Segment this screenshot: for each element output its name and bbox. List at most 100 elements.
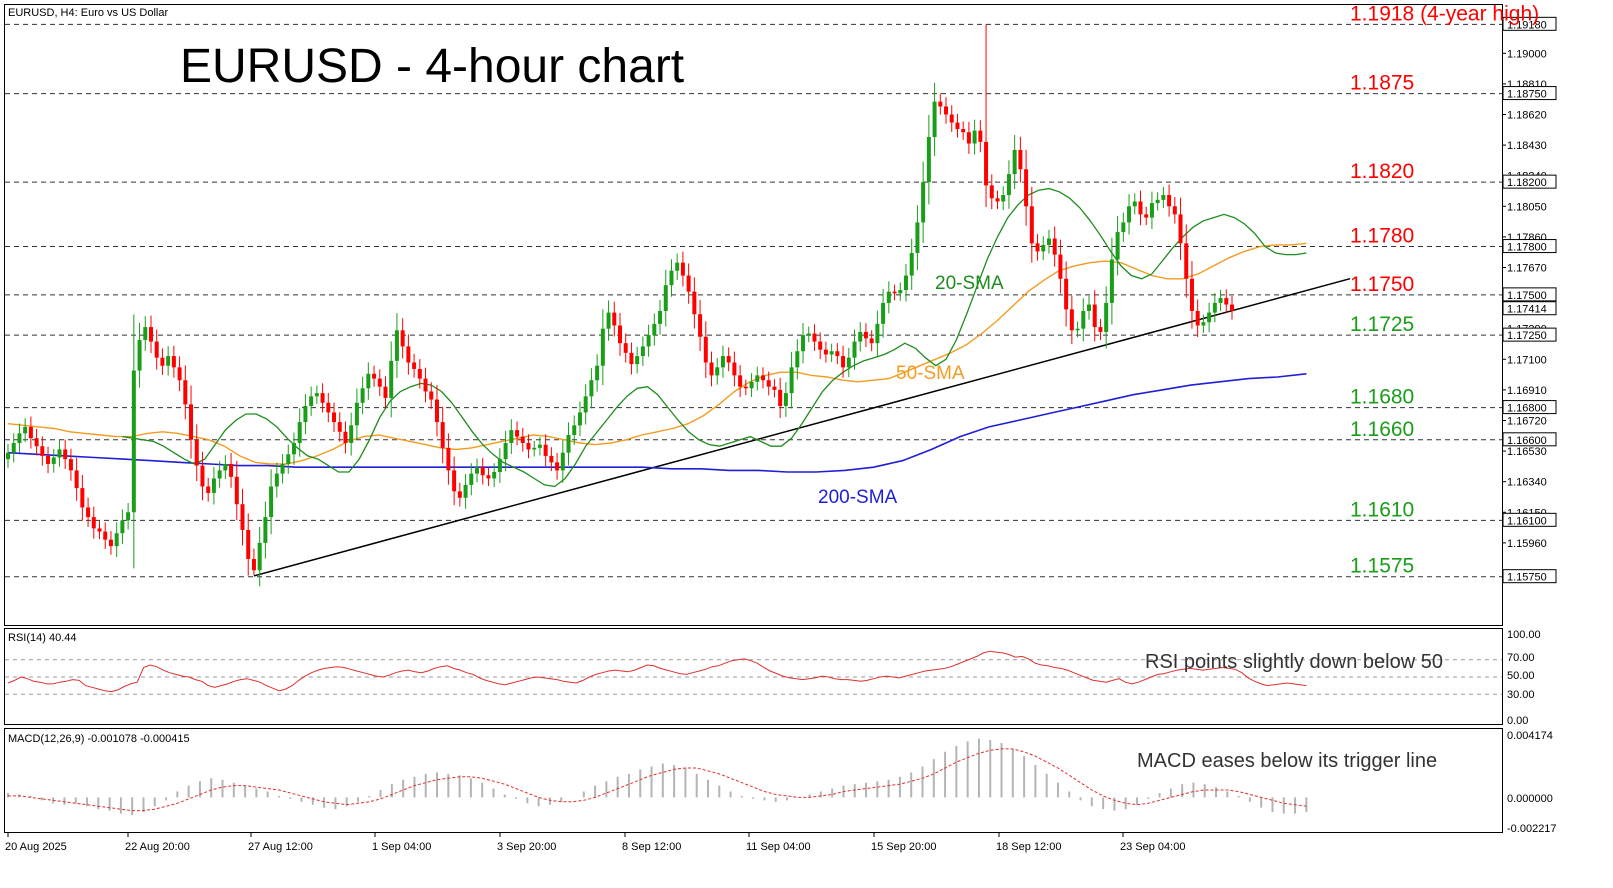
candle-body — [108, 539, 113, 547]
candle-body — [269, 486, 274, 518]
candle-body — [989, 185, 994, 199]
price-highlight-3: 1.17800 — [1507, 242, 1547, 254]
candle-body — [177, 367, 182, 381]
annotation-20-sma: 20-SMA — [935, 273, 1004, 294]
candle-body — [1155, 199, 1160, 204]
candle-body — [526, 443, 531, 450]
candle-body — [869, 338, 874, 344]
trendline-layer — [253, 277, 1351, 577]
candle-body — [663, 285, 668, 311]
candle-body — [497, 459, 502, 473]
time-tick-9: 23 Sep 04:00 — [1120, 841, 1185, 853]
candle-body — [475, 467, 480, 474]
price-tick-10: 1.17100 — [1507, 354, 1547, 366]
candle-body — [1121, 222, 1126, 233]
candle-body — [160, 357, 165, 366]
candle-body — [984, 141, 989, 186]
candle-body — [583, 396, 588, 413]
candle-body — [978, 130, 983, 142]
candle-body — [80, 488, 85, 508]
macd-annotation: MACD eases below its trigger line — [1137, 750, 1437, 772]
candle-body — [1104, 302, 1109, 332]
candle-body — [1024, 169, 1029, 207]
candle-body — [972, 130, 977, 144]
candle-body — [194, 439, 199, 466]
level-label-6: 1.1680 — [1350, 386, 1414, 409]
rsi-layer — [5, 650, 1502, 695]
candle-body — [412, 362, 417, 369]
rsi-annotation: RSI points slightly down below 50 — [1145, 651, 1443, 673]
candle-body — [126, 512, 131, 521]
price-highlight-0: 1.19180 — [1507, 19, 1547, 31]
candle-body — [251, 558, 256, 571]
time-tick-4: 3 Sep 20:00 — [497, 841, 556, 853]
candle-body — [629, 352, 634, 365]
candle-body — [1167, 195, 1172, 207]
candle-body — [726, 356, 731, 363]
candle-body — [1230, 304, 1234, 311]
candle-body — [280, 463, 285, 474]
price-highlight-box-4 — [1502, 287, 1557, 302]
annotation-200-sma: 200-SMA — [818, 487, 898, 508]
candle-body — [332, 412, 337, 423]
candle-body — [537, 444, 542, 448]
candle-body — [755, 375, 760, 382]
candle-body — [858, 331, 863, 342]
candle-body — [63, 449, 68, 460]
candle-body — [566, 434, 571, 453]
candle-body — [303, 405, 308, 423]
chart-title: EURUSD - 4-hour chart — [180, 40, 684, 93]
candle-body — [229, 463, 234, 477]
candle-body — [646, 335, 651, 347]
time-tick-7: 15 Sep 20:00 — [871, 841, 936, 853]
rsi-line — [7, 650, 1307, 693]
candle-body — [1138, 201, 1143, 215]
candle-body — [74, 470, 79, 489]
price-highlight-box-1 — [1502, 86, 1557, 101]
candle-body — [926, 137, 931, 183]
candle-body — [720, 356, 725, 368]
candle-body — [440, 422, 445, 448]
candle-body — [921, 182, 926, 223]
candle-body — [915, 222, 920, 253]
candle-body — [406, 346, 411, 363]
level-label-7: 1.1660 — [1350, 418, 1414, 441]
candle-body — [503, 443, 508, 460]
candle-body — [692, 291, 697, 315]
main-panel-border — [4, 4, 1503, 626]
candle-body — [17, 433, 22, 444]
macd-panel-border — [4, 728, 1503, 833]
level-label-9: 1.1575 — [1350, 555, 1414, 578]
price-highlight-box-8 — [1502, 432, 1557, 447]
price-tick-3: 1.18430 — [1507, 140, 1547, 152]
time-tick-1: 22 Aug 20:00 — [125, 841, 190, 853]
candle-body — [1001, 195, 1006, 202]
price-highlight-box-5 — [1502, 301, 1557, 316]
annotation-50-sma: 50-SMA — [896, 363, 965, 384]
candle-body — [389, 360, 394, 398]
candle-body — [640, 346, 645, 357]
candle-body — [606, 312, 611, 329]
candle-body — [783, 393, 788, 406]
price-highlight-6: 1.17250 — [1507, 330, 1547, 342]
candle-body — [1172, 206, 1177, 215]
candle-body — [1195, 310, 1200, 326]
candle-body — [200, 465, 205, 487]
candle-body — [1127, 206, 1132, 223]
candle-body — [961, 129, 966, 133]
rsi-tick-70: 70.00 — [1507, 652, 1535, 664]
level-label-1: 1.1875 — [1350, 72, 1414, 95]
candle-body — [823, 349, 828, 355]
candle-body — [652, 323, 657, 336]
candle-body — [589, 380, 594, 397]
candle-body — [377, 378, 382, 387]
candle-body — [995, 198, 1000, 202]
price-tick-5: 1.18050 — [1507, 201, 1547, 213]
candle-body — [309, 396, 314, 406]
candle-body — [394, 330, 399, 361]
candle-body — [749, 381, 754, 389]
candle-body — [909, 253, 914, 276]
time-tick-5: 8 Sep 12:00 — [622, 841, 681, 853]
candle-body — [417, 368, 422, 379]
